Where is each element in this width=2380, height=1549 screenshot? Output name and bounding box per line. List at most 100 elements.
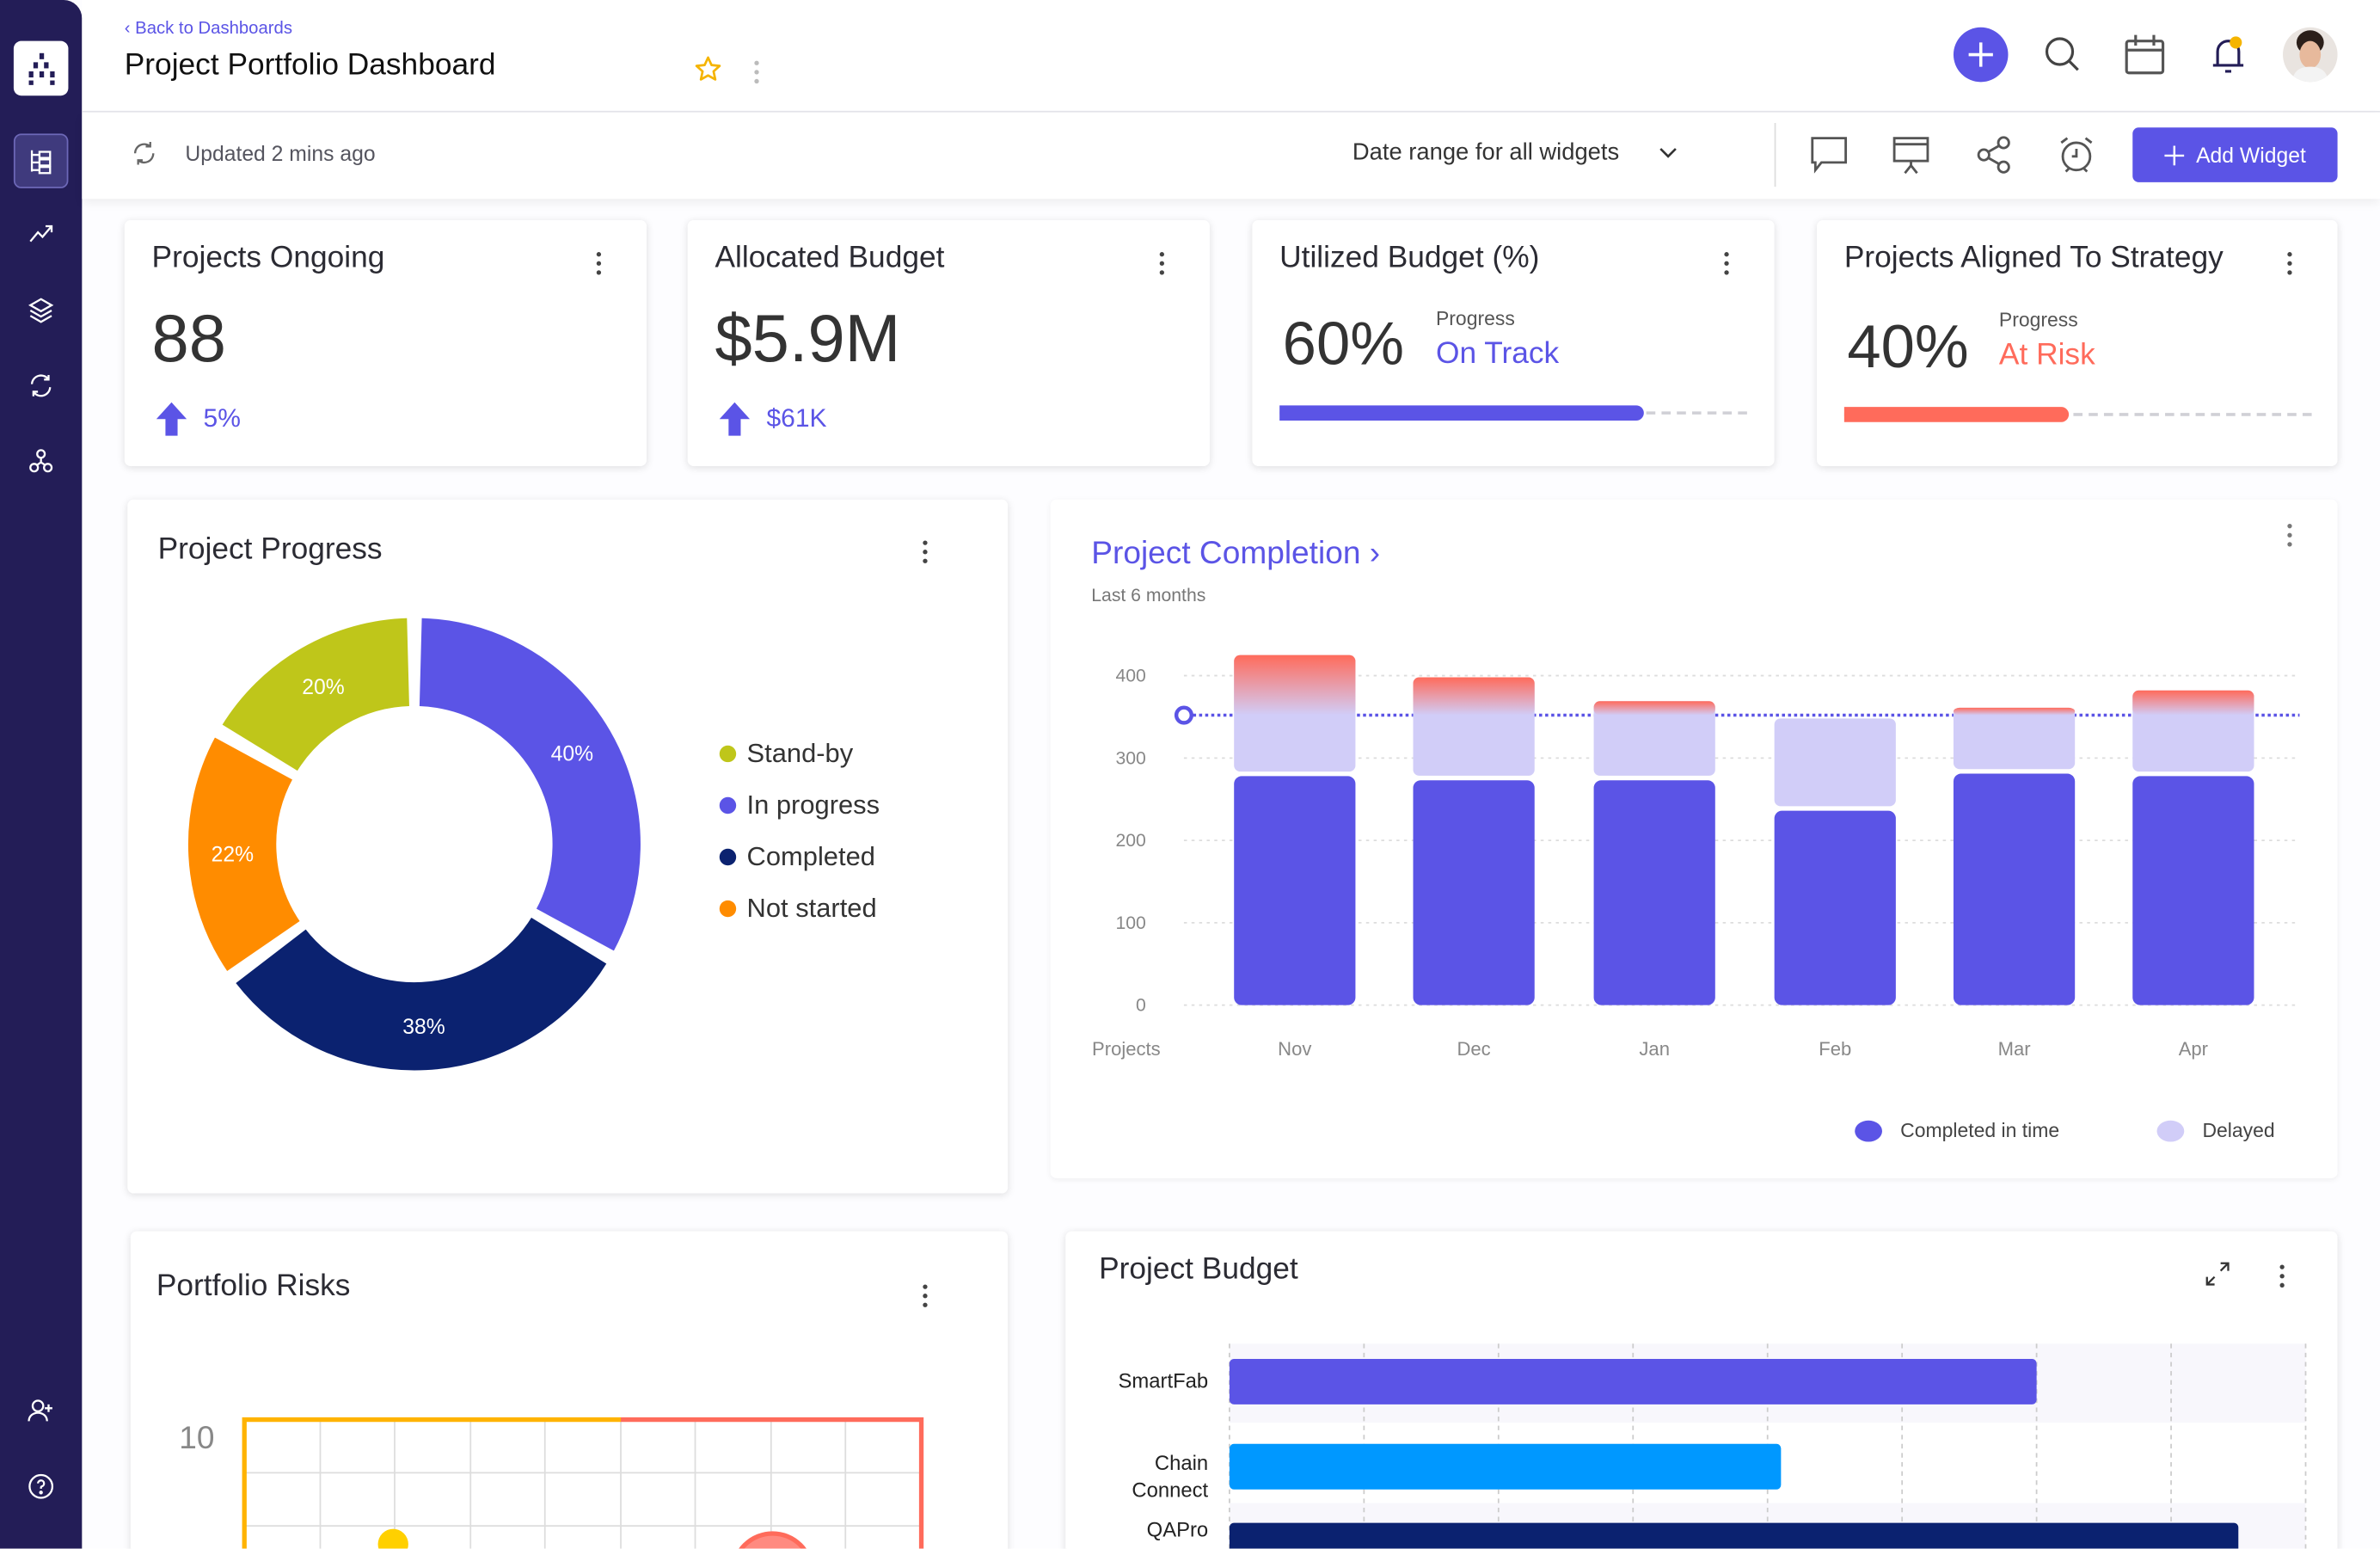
kpi-delta: 5% — [155, 401, 241, 437]
help-icon — [28, 1473, 54, 1499]
status-text: At Risk — [1998, 338, 2095, 372]
kpi-delta: $61K — [718, 401, 827, 437]
sidebar-item-layers[interactable] — [14, 282, 69, 337]
plus-icon — [2164, 144, 2184, 165]
kpi-title: Projects Ongoing — [151, 241, 385, 275]
sidebar-item-help[interactable] — [14, 1459, 69, 1514]
widget-more-menu[interactable] — [2287, 524, 2293, 547]
legend-swatch — [719, 900, 737, 918]
create-button[interactable] — [1953, 27, 2009, 83]
date-range-label: Date range for all widgets — [1352, 139, 1620, 166]
progress-track — [1843, 413, 2312, 416]
alarm-button[interactable] — [2052, 131, 2101, 179]
kpi-value: 60% — [1282, 310, 1405, 378]
legend-swatch — [719, 745, 737, 763]
legend-swatch — [1855, 1119, 1882, 1141]
widget-title: Portfolio Risks — [156, 1269, 351, 1303]
add-user-icon — [28, 1399, 52, 1422]
legend-label: Delayed — [2202, 1119, 2275, 1142]
widget-more-menu[interactable] — [2279, 1264, 2285, 1288]
sidebar-item-network[interactable] — [14, 434, 69, 489]
kpi-card-projects-ongoing: Projects Ongoing 88 5% — [124, 219, 647, 466]
sidebar-item-add-user[interactable] — [14, 1383, 69, 1438]
y-tick-label: Chain Connect — [1132, 1451, 1209, 1502]
avatar-photo-icon — [2291, 30, 2328, 83]
kpi-delta-value: $61K — [766, 403, 827, 433]
search-icon — [2045, 37, 2079, 71]
present-button[interactable] — [1886, 131, 1935, 179]
widget-more-menu[interactable] — [923, 1284, 929, 1307]
legend-swatch — [2156, 1119, 2185, 1141]
comments-button[interactable] — [1805, 131, 1853, 179]
calendar-icon — [2125, 34, 2165, 75]
favorite-star-icon[interactable] — [694, 55, 723, 84]
widget-title-link[interactable]: Project Completion › — [1091, 536, 1381, 571]
calendar-button[interactable] — [2120, 30, 2168, 78]
legend-item[interactable]: Not started — [719, 893, 877, 925]
status-text: On Track — [1435, 336, 1560, 371]
widget-title: Project Budget — [1099, 1252, 1298, 1287]
y-tick-label: QAPro — [1146, 1518, 1209, 1541]
comment-icon — [1811, 137, 1848, 174]
legend-item[interactable]: Delayed — [2156, 1119, 2275, 1142]
widget-title: Project Progress — [157, 532, 383, 567]
user-avatar[interactable] — [2283, 27, 2338, 83]
legend-item[interactable]: Stand-by — [719, 738, 853, 770]
project-completion-widget: Project Completion › Last 6 months — [1050, 499, 2338, 1178]
toolbar-divider — [1774, 122, 1776, 187]
kpi-more-menu[interactable] — [596, 252, 603, 275]
back-to-dashboards-link[interactable]: ‹ Back to Dashboards — [124, 19, 292, 39]
layers-icon — [28, 298, 54, 323]
trend-up-icon — [29, 224, 53, 243]
kpi-card-projects-aligned: Projects Aligned To Strategy 40% Progres… — [1817, 219, 2338, 466]
legend-swatch — [719, 848, 737, 866]
legend-swatch — [719, 796, 737, 814]
kpi-value: 40% — [1847, 314, 1969, 382]
share-button[interactable] — [1970, 131, 2018, 179]
legend-item[interactable]: Completed in time — [1855, 1119, 2060, 1142]
bell-icon — [2212, 36, 2244, 73]
legend-label: In progress — [746, 789, 880, 821]
kpi-more-menu[interactable] — [1159, 252, 1166, 275]
legend-label: Not started — [746, 893, 877, 924]
app-logo[interactable] — [13, 40, 69, 96]
progress-label: Progress — [1435, 306, 1515, 330]
date-range-dropdown[interactable]: Date range for all widgets — [1353, 139, 1677, 167]
kpi-value: 88 — [151, 302, 226, 377]
widget-more-menu[interactable] — [923, 540, 929, 563]
expand-icon[interactable] — [2205, 1262, 2230, 1286]
kpi-delta-value: 5% — [203, 403, 241, 433]
kpi-more-menu[interactable] — [1724, 252, 1730, 275]
legend-item[interactable]: In progress — [719, 789, 880, 821]
hierarchy-icon — [30, 150, 52, 175]
y-tick-label: SmartFab — [1118, 1369, 1209, 1392]
title-more-menu[interactable] — [754, 60, 760, 84]
add-widget-button[interactable]: Add Widget — [2132, 127, 2338, 182]
notifications-button[interactable] — [2204, 30, 2252, 78]
chevron-down-icon — [1659, 148, 1677, 158]
portfolio-risks-widget: Portfolio Risks — [130, 1231, 1009, 1549]
logo-icon — [28, 52, 55, 85]
presentation-icon — [1892, 137, 1929, 175]
kpi-card-utilized-budget: Utilized Budget (%) 60% Progress On Trac… — [1252, 219, 1775, 466]
arrow-up-icon — [156, 402, 187, 436]
project-progress-widget: Project Progress — [127, 499, 1009, 1194]
page-title: Project Portfolio Dashboard — [124, 48, 496, 83]
network-icon — [29, 449, 53, 473]
sidebar-item-analytics[interactable] — [14, 206, 69, 261]
kpi-title: Allocated Budget — [715, 241, 945, 275]
legend-item[interactable]: Completed — [719, 840, 875, 873]
progress-bar-fill — [1279, 405, 1645, 421]
refresh-icon[interactable] — [131, 139, 158, 167]
widget-subtitle: Last 6 months — [1091, 584, 1206, 606]
sync-icon — [30, 374, 52, 397]
kpi-more-menu[interactable] — [2287, 252, 2293, 275]
sidebar-item-dashboards[interactable] — [13, 133, 69, 188]
legend-label: Completed in time — [1900, 1119, 2060, 1142]
legend-label: Completed — [746, 840, 875, 872]
search-button[interactable] — [2039, 30, 2087, 78]
progress-bar-fill — [1843, 407, 2069, 422]
toolbar — [82, 112, 2380, 200]
sidebar-item-sync[interactable] — [14, 359, 69, 414]
